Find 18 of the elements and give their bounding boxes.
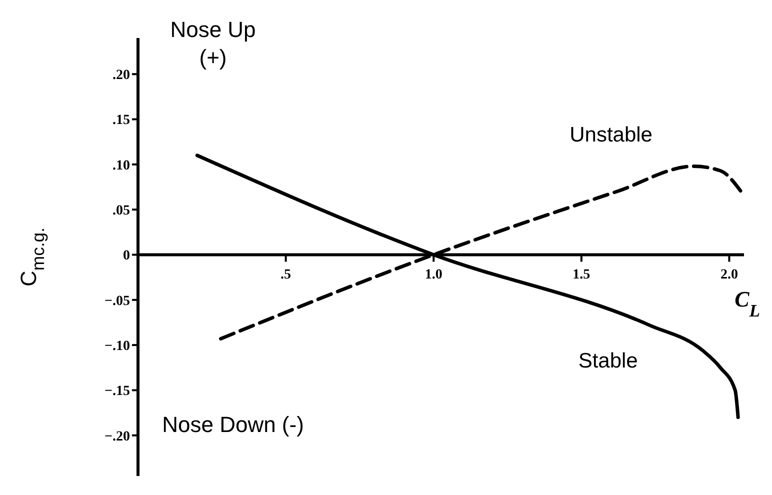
annotation: Nose Up (+) <box>169 16 257 72</box>
x-tick-label: 1.0 <box>424 268 442 283</box>
y-tick-label: −.05 <box>104 294 130 309</box>
x-tick-label: 1.5 <box>572 268 590 283</box>
y-tick-label: .10 <box>112 158 130 174</box>
y-tick-label: 0 <box>123 248 130 264</box>
y-tick-label: .15 <box>112 113 130 128</box>
x-axis-title: C$_{L}$ <box>734 286 760 321</box>
x-tick-label: .5 <box>280 268 292 283</box>
y-tick-label: .05 <box>112 204 130 219</box>
series-label: Stable <box>578 349 638 372</box>
y-tick-label: −.10 <box>104 339 130 354</box>
y-tick-label: −.15 <box>104 384 130 400</box>
annotation: Nose Down (-) <box>161 411 305 439</box>
y-tick-label: .20 <box>112 68 130 84</box>
x-tick-label: 2.0 <box>720 268 738 283</box>
y-tick-label: −.20 <box>104 429 130 444</box>
series-label: Unstable <box>570 124 652 147</box>
